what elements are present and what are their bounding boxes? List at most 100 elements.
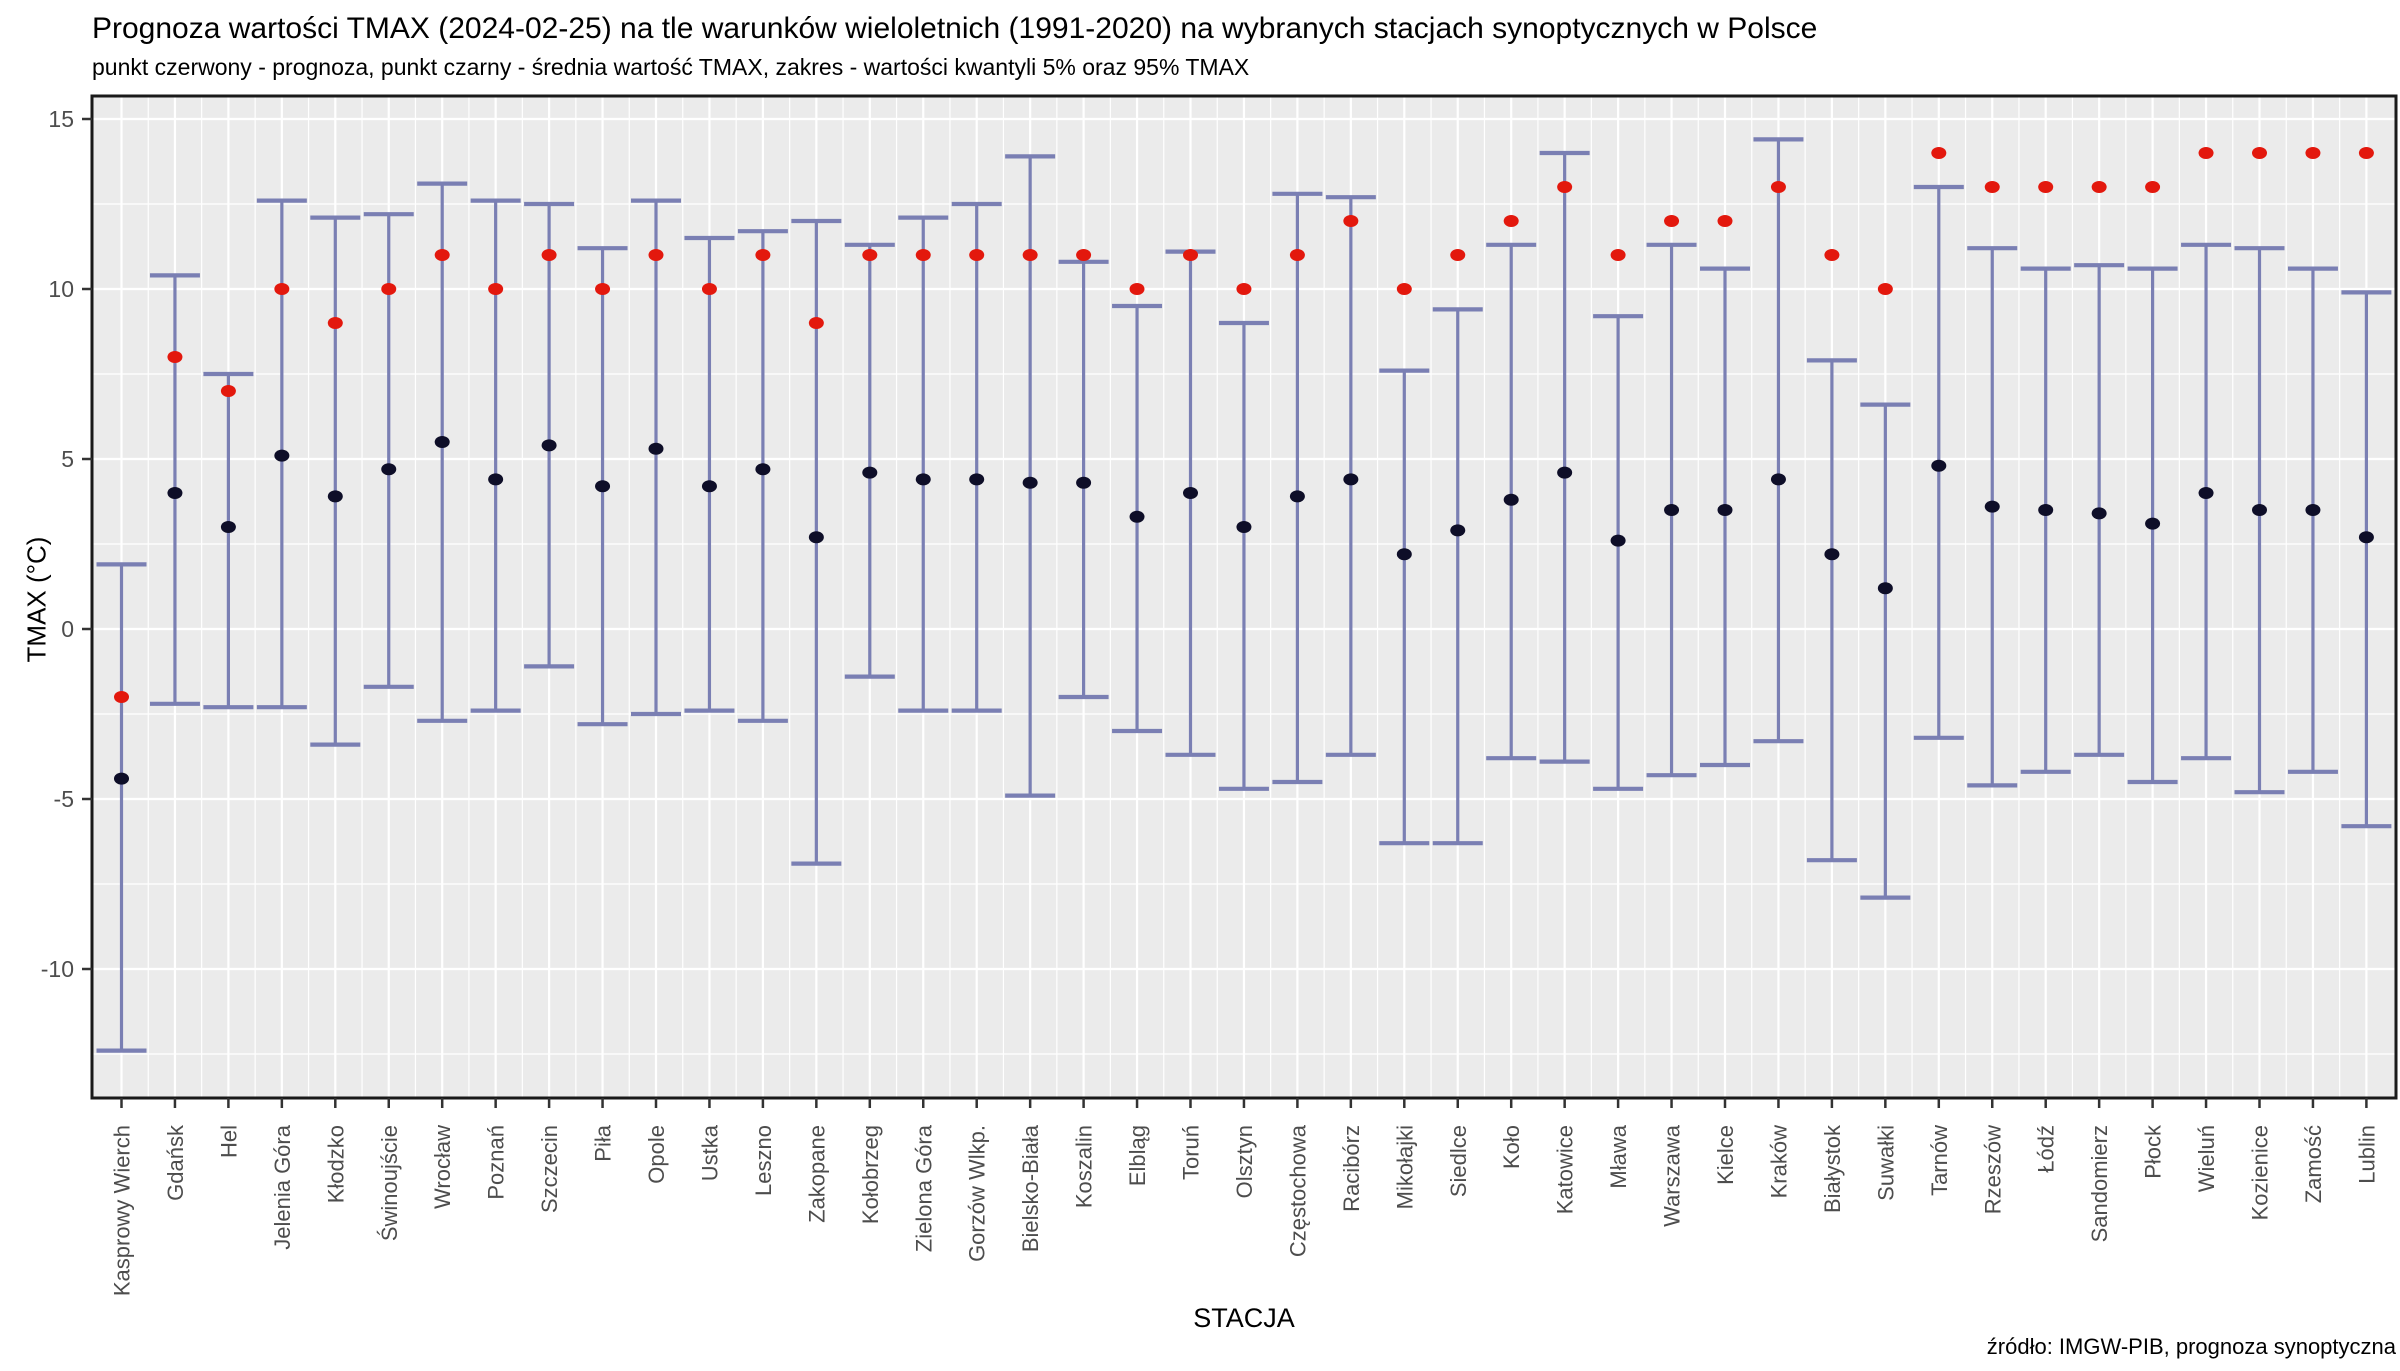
station-label: Tarnów [1927, 1125, 1952, 1196]
station-label: Katowice [1553, 1125, 1578, 1214]
forecast-point [167, 351, 183, 363]
station-label: Racibórz [1339, 1125, 1364, 1212]
forecast-point [2091, 181, 2107, 193]
station-label: Suwałki [1873, 1125, 1898, 1201]
station-label: Kołobrzeg [858, 1125, 883, 1224]
station-label: Ustka [697, 1124, 722, 1181]
forecast-point [969, 249, 985, 261]
station-label: Rzeszów [1980, 1125, 2005, 1214]
forecast-point [2305, 147, 2321, 159]
forecast-point [2358, 147, 2374, 159]
station-label: Hel [216, 1125, 241, 1158]
forecast-point [1022, 249, 1038, 261]
mean-point [969, 473, 985, 486]
station-label: Koszalin [1072, 1125, 1097, 1208]
mean-point [1450, 524, 1466, 537]
forecast-point [381, 283, 397, 295]
mean-point [1664, 504, 1680, 516]
station-label: Opole [644, 1125, 669, 1184]
forecast-point [1129, 283, 1145, 295]
forecast-point [595, 283, 611, 295]
y-tick-label: -10 [41, 956, 74, 982]
forecast-point [1076, 249, 1092, 261]
station-label: Kozienice [2248, 1125, 2273, 1220]
station-label: Mława [1606, 1124, 1631, 1188]
mean-point [541, 439, 557, 452]
y-tick-label: 15 [48, 106, 74, 132]
forecast-point [2252, 147, 2267, 159]
forecast-point [1343, 215, 1359, 227]
station-label: Zamość [2301, 1125, 2326, 1203]
forecast-point [755, 249, 771, 261]
mean-point [808, 531, 824, 544]
mean-point [274, 449, 290, 462]
mean-point [1931, 459, 1947, 472]
mean-point [1022, 476, 1038, 489]
station-label: Siedlce [1446, 1125, 1471, 1197]
mean-point [2252, 504, 2267, 516]
mean-point [1236, 521, 1252, 533]
station-label: Wrocław [430, 1125, 455, 1209]
mean-point [1129, 510, 1145, 523]
station-label: Elbląg [1125, 1125, 1150, 1186]
x-axis-title: STACJA [1193, 1303, 1295, 1333]
forecast-point [327, 317, 343, 329]
mean-point [220, 521, 236, 533]
forecast-point [1557, 181, 1573, 193]
forecast-point [220, 385, 236, 397]
forecast-point [1503, 215, 1519, 227]
forecast-point [1396, 283, 1412, 295]
mean-point [2198, 487, 2214, 499]
station-label: Świnoujście [377, 1125, 402, 1241]
forecast-point [2198, 147, 2214, 159]
mean-point [2038, 504, 2054, 516]
station-label: Leszno [751, 1125, 776, 1196]
mean-point [1717, 504, 1733, 516]
station-label: Piła [591, 1124, 616, 1161]
forecast-point [434, 249, 450, 261]
y-tick-label: 10 [48, 276, 74, 302]
forecast-point [1289, 249, 1305, 261]
forecast-point [808, 317, 824, 329]
station-label: Zielona Góra [911, 1124, 936, 1252]
mean-point [701, 480, 717, 493]
mean-point [114, 772, 129, 785]
chart-title: Prognoza wartości TMAX (2024-02-25) na t… [92, 12, 1818, 45]
mean-point [488, 473, 504, 486]
y-tick-label: -5 [54, 786, 74, 812]
forecast-point [862, 249, 878, 261]
station-label: Poznań [484, 1125, 509, 1200]
mean-point [862, 466, 878, 479]
mean-point [1877, 582, 1893, 595]
station-label: Płock [2141, 1124, 2166, 1179]
mean-point [1557, 466, 1573, 479]
station-label: Kasprowy Wierch [110, 1125, 135, 1296]
mean-point [1343, 473, 1359, 486]
chart-subtitle: punkt czerwony - prognoza, punkt czarny … [92, 54, 1250, 80]
forecast-point [1610, 249, 1626, 261]
mean-point [755, 463, 771, 476]
forecast-point [1717, 215, 1733, 227]
station-label: Kielce [1713, 1125, 1738, 1185]
station-label: Jelenia Góra [270, 1124, 295, 1250]
station-label: Kraków [1766, 1125, 1791, 1198]
mean-point [1610, 534, 1626, 547]
mean-point [2091, 507, 2107, 520]
mean-point [327, 490, 343, 503]
forecast-point [701, 283, 717, 295]
station-label: Warszawa [1660, 1124, 1685, 1227]
station-label: Gorzów Wlkp. [965, 1125, 990, 1262]
mean-point [2145, 517, 2161, 530]
mean-point [2305, 504, 2321, 516]
forecast-point [648, 249, 664, 261]
forecast-point [1236, 283, 1252, 295]
mean-point [1770, 473, 1786, 486]
station-label: Kłodzko [323, 1125, 348, 1203]
mean-point [1503, 493, 1519, 506]
mean-point [1076, 476, 1092, 489]
station-label: Łódź [2034, 1125, 2059, 1173]
forecast-point [1664, 215, 1680, 227]
station-label: Koło [1499, 1125, 1524, 1169]
